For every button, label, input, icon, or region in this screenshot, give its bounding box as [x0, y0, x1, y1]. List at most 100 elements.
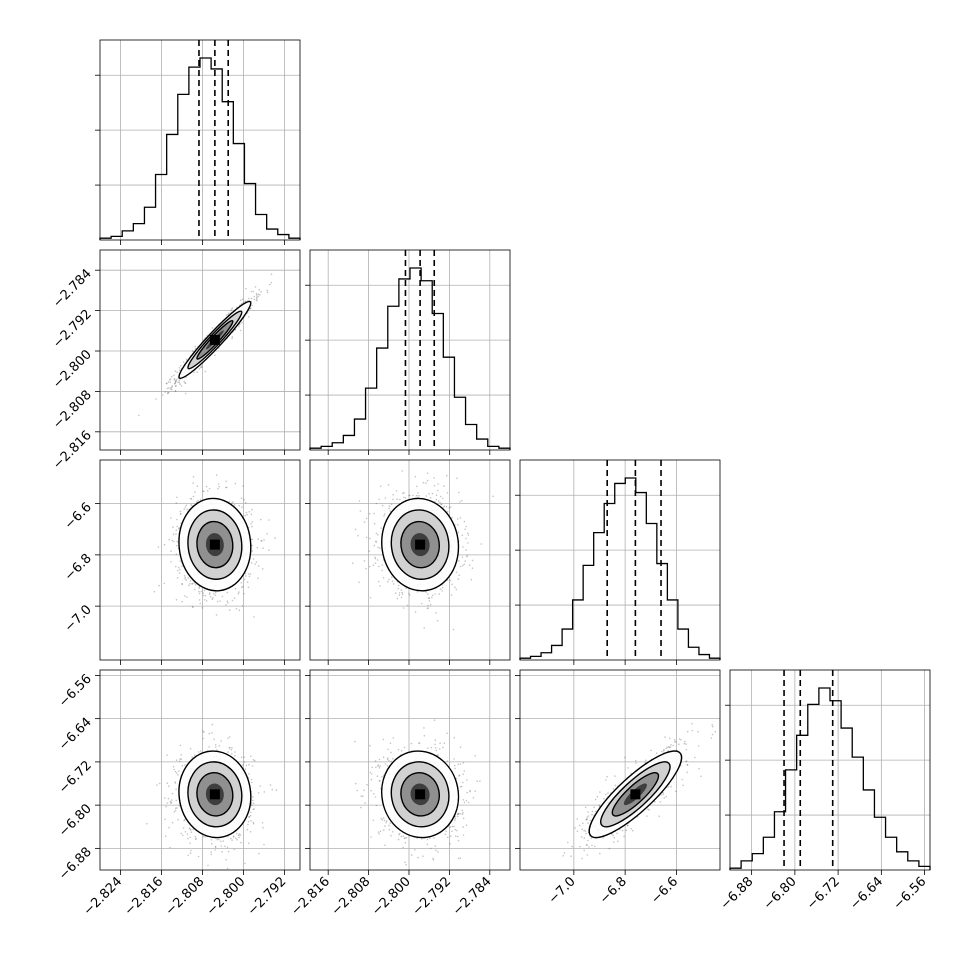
scatter-point — [388, 824, 390, 827]
scatter-point — [397, 587, 400, 590]
scatter-point — [214, 744, 217, 746]
scatter-point — [175, 502, 178, 504]
scatter-point — [358, 500, 361, 502]
scatter-point — [395, 490, 398, 492]
scatter-point — [263, 539, 265, 541]
scatter-point — [175, 799, 178, 802]
scatter-point — [174, 770, 177, 773]
hist-panel-0 — [95, 40, 301, 245]
scatter-point — [169, 800, 172, 803]
scatter-point — [457, 835, 459, 838]
scatter-point — [467, 534, 470, 536]
scatter-point — [250, 538, 253, 541]
scatter-point — [434, 593, 437, 595]
scatter-point — [251, 525, 253, 528]
scatter-point — [202, 594, 205, 597]
y-tick-label: −6.6 — [62, 500, 95, 533]
scatter-panel-0-3: −2.824−2.816−2.808−2.800−2.792−6.88−6.80… — [56, 670, 300, 919]
scatter-point — [214, 594, 217, 596]
scatter-point — [245, 764, 248, 767]
scatter-point — [146, 822, 148, 825]
scatter-point — [250, 297, 253, 300]
scatter-point — [446, 510, 449, 513]
scatter-point — [270, 281, 273, 284]
scatter-point — [422, 481, 425, 484]
x-tick-label: −2.808 — [329, 874, 374, 919]
scatter-point — [436, 620, 439, 622]
scatter-point — [178, 367, 181, 369]
scatter-point — [240, 497, 243, 500]
scatter-point — [462, 546, 464, 548]
scatter-point — [244, 768, 247, 770]
scatter-point — [179, 560, 182, 562]
scatter-point — [270, 273, 273, 276]
scatter-point — [220, 845, 222, 847]
hist-panel-3: −6.88 −6.80 −6.72 −6.64 −6.56 — [718, 670, 931, 913]
scatter-point — [382, 577, 385, 579]
scatter-point — [253, 759, 256, 762]
scatter-point — [252, 558, 255, 560]
scatter-point — [231, 337, 233, 340]
scatter-point — [433, 484, 436, 487]
scatter-point — [231, 307, 234, 309]
scatter-point — [170, 550, 172, 552]
scatter-point — [258, 288, 261, 291]
scatter-point — [190, 498, 193, 500]
scatter-point — [431, 594, 434, 597]
scatter-point — [425, 591, 428, 593]
scatter-point — [202, 592, 204, 594]
scatter-point — [246, 581, 249, 583]
hist-panel-1-frame — [309, 249, 511, 451]
scatter-point — [167, 797, 170, 800]
scatter-point — [433, 477, 435, 479]
scatter-point — [250, 778, 253, 781]
scatter-point — [184, 764, 186, 766]
x-tick-label: −2.792 — [410, 874, 455, 919]
scatter-point — [214, 849, 217, 851]
scatter-point — [234, 587, 237, 590]
scatter-point — [240, 586, 243, 589]
scatter-point — [242, 585, 244, 588]
scatter-point — [163, 543, 166, 546]
scatter-point — [175, 565, 177, 568]
scatter-point — [363, 560, 366, 562]
scatter-point — [373, 544, 376, 547]
scatter-point — [401, 593, 404, 595]
scatter-point — [192, 495, 195, 498]
scatter-point — [457, 839, 460, 842]
scatter-point — [205, 600, 208, 602]
scatter-point — [180, 832, 182, 835]
scatter-point — [238, 609, 241, 611]
x-tick-label: −6.72 — [804, 874, 843, 913]
scatter-point — [174, 381, 177, 384]
scatter-point — [189, 747, 192, 750]
scatter-point — [158, 584, 160, 587]
scatter-point — [256, 547, 259, 549]
scatter-point — [226, 591, 229, 594]
scatter-point — [427, 607, 430, 609]
scatter-point — [184, 578, 186, 580]
scatter-point — [379, 585, 381, 587]
scatter-point — [439, 588, 442, 590]
scatter-point — [257, 577, 259, 579]
scatter-point — [193, 588, 196, 591]
scatter-point — [257, 293, 260, 296]
scatter-point — [153, 590, 156, 593]
scatter-point — [470, 578, 473, 581]
scatter-point — [449, 506, 452, 508]
scatter-point — [170, 388, 172, 390]
scatter-point — [392, 493, 395, 496]
scatter-point — [176, 540, 178, 543]
scatter-point — [250, 803, 253, 806]
scatter-point — [242, 485, 244, 488]
scatter-point — [176, 577, 179, 579]
scatter-point — [457, 518, 459, 520]
scatter-point — [439, 742, 441, 744]
scatter-point — [166, 387, 169, 390]
scatter-point — [207, 490, 209, 492]
scatter-point — [246, 514, 248, 516]
scatter-point — [209, 592, 211, 594]
scatter-point — [225, 314, 228, 316]
scatter-point — [416, 485, 418, 488]
